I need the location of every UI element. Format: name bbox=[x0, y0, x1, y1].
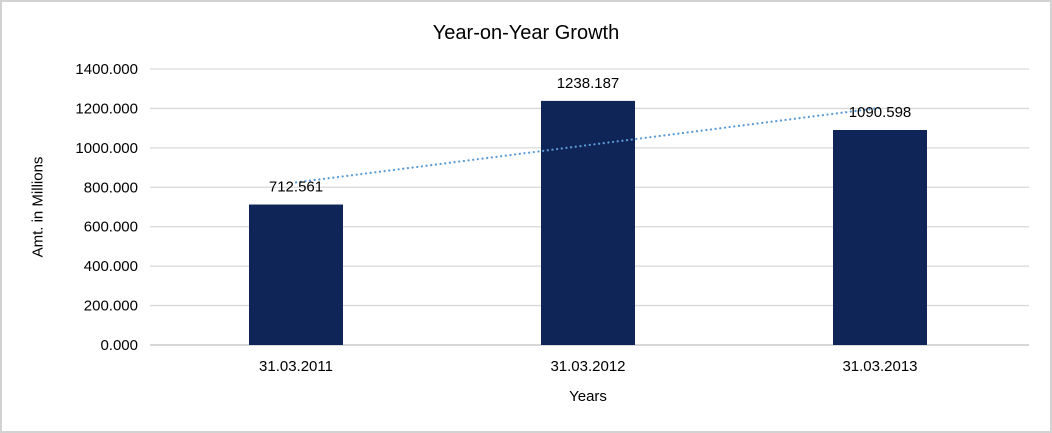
bar bbox=[541, 100, 635, 346]
bar-data-label: 1090.598 bbox=[849, 104, 912, 121]
y-tick-label: 400.000 bbox=[84, 258, 138, 275]
bar-data-label: 1238.187 bbox=[557, 75, 620, 92]
y-tick-label: 200.000 bbox=[84, 298, 138, 315]
x-category-label: 31.03.2012 bbox=[550, 358, 625, 375]
y-tick-label: 1000.000 bbox=[75, 140, 138, 157]
y-tick-label: 1400.000 bbox=[75, 61, 138, 78]
x-category-label: 31.03.2011 bbox=[259, 358, 333, 375]
y-tick-label: 1200.000 bbox=[75, 100, 138, 117]
y-tick-label: 600.000 bbox=[84, 219, 138, 236]
y-tick-label: 800.000 bbox=[84, 179, 138, 196]
trendline bbox=[294, 106, 882, 184]
chart-title: Year-on-Year Growth bbox=[432, 22, 620, 44]
x-category-label: 31.03.2013 bbox=[842, 358, 917, 375]
bar-data-label: 712.561 bbox=[269, 179, 323, 196]
bar bbox=[833, 129, 927, 345]
x-axis-title: Years bbox=[569, 388, 607, 405]
bar bbox=[249, 204, 343, 345]
y-tick-label: 0.000 bbox=[100, 337, 138, 354]
